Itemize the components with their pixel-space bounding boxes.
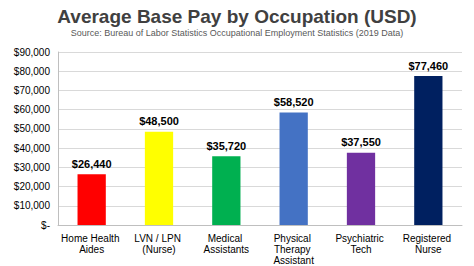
svg-text:$48,500: $48,500 xyxy=(139,115,179,127)
svg-text:Nurse: Nurse xyxy=(415,244,442,255)
svg-text:$58,520: $58,520 xyxy=(274,96,314,108)
svg-text:Medical: Medical xyxy=(208,233,245,244)
svg-text:Psychiatric: Psychiatric xyxy=(335,233,386,244)
svg-text:$26,440: $26,440 xyxy=(72,158,112,170)
svg-text:$-: $- xyxy=(41,220,50,231)
svg-text:$70,000: $70,000 xyxy=(14,85,51,96)
svg-text:$37,550: $37,550 xyxy=(341,136,381,148)
svg-text:LVN / LPN: LVN / LPN xyxy=(134,233,183,244)
svg-text:$80,000: $80,000 xyxy=(14,66,51,77)
svg-text:Physical: Physical xyxy=(274,233,314,244)
svg-text:Registered: Registered xyxy=(403,233,454,244)
svg-text:$30,000: $30,000 xyxy=(14,162,51,173)
svg-text:$20,000: $20,000 xyxy=(14,181,51,192)
svg-text:$60,000: $60,000 xyxy=(14,104,51,115)
svg-text:Aides: Aides xyxy=(79,244,104,255)
svg-text:$35,720: $35,720 xyxy=(206,140,246,152)
svg-text:(Nurse): (Nurse) xyxy=(142,244,175,255)
svg-text:Assistant: Assistant xyxy=(273,255,314,266)
svg-text:Average Base Pay by Occupation: Average Base Pay by Occupation (USD) xyxy=(57,6,416,27)
svg-text:Home Health: Home Health xyxy=(61,233,122,244)
svg-text:$90,000: $90,000 xyxy=(14,47,51,58)
svg-text:$40,000: $40,000 xyxy=(14,143,51,154)
svg-text:$10,000: $10,000 xyxy=(14,200,51,211)
svg-text:Tech: Tech xyxy=(350,244,371,255)
svg-text:Therapy: Therapy xyxy=(274,244,313,255)
svg-text:Assistants: Assistants xyxy=(204,244,250,255)
svg-text:$77,460: $77,460 xyxy=(408,60,448,72)
svg-text:Source: Bureau of Labor Statis: Source: Bureau of Labor Statistics Occup… xyxy=(71,28,404,38)
svg-text:$50,000: $50,000 xyxy=(14,123,51,134)
